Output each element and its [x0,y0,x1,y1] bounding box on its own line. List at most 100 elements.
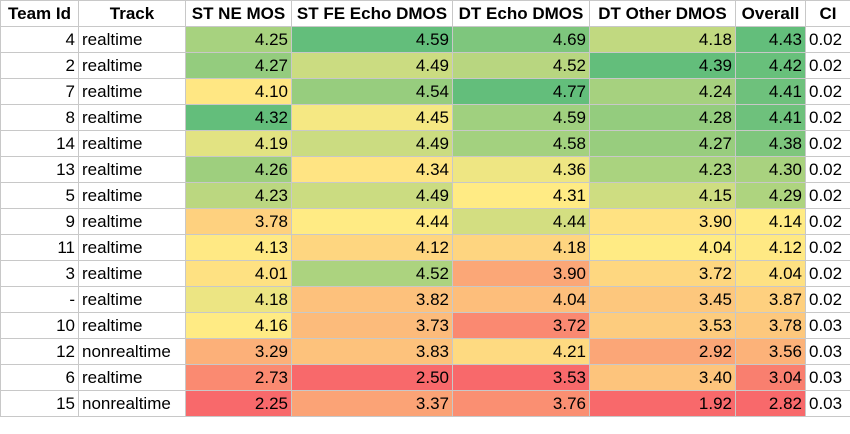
st-fe-echo-dmos-cell: 4.59 [291,26,453,53]
table-row: 13 realtime 4.26 4.34 4.36 4.23 4.30 0.02 [0,156,850,183]
dt-echo-dmos-cell: 4.52 [452,52,590,79]
ci-cell: 0.02 [805,286,850,313]
team-id-cell: 7 [0,78,79,105]
ci-cell: 0.02 [805,260,850,287]
team-id-cell: 11 [0,234,79,261]
st-fe-echo-dmos-cell: 2.50 [291,364,453,391]
track-cell: realtime [78,130,186,157]
header-ci: CI [805,0,850,27]
ci-cell: 0.03 [805,338,850,365]
team-id-cell: 9 [0,208,79,235]
dt-echo-dmos-cell: 3.90 [452,260,590,287]
overall-cell: 4.30 [735,156,806,183]
dt-other-dmos-cell: 4.27 [589,130,736,157]
dt-other-dmos-cell: 3.72 [589,260,736,287]
track-cell: nonrealtime [78,338,186,365]
dt-other-dmos-cell: 4.23 [589,156,736,183]
header-team-id: Team Id [0,0,79,27]
st-fe-echo-dmos-cell: 4.12 [291,234,453,261]
st-ne-mos-cell: 2.73 [185,364,292,391]
st-fe-echo-dmos-cell: 4.49 [291,130,453,157]
header-dt-other-dmos: DT Other DMOS [589,0,736,27]
overall-cell: 3.56 [735,338,806,365]
ci-cell: 0.02 [805,234,850,261]
header-st-ne-mos: ST NE MOS [185,0,292,27]
st-ne-mos-cell: 4.16 [185,312,292,339]
table-row: 15 nonrealtime 2.25 3.37 3.76 1.92 2.82 0.03 [0,390,850,417]
team-id-cell: 13 [0,156,79,183]
table-row: 12 nonrealtime 3.29 3.83 4.21 2.92 3.56 0.03 [0,338,850,365]
st-fe-echo-dmos-cell: 4.34 [291,156,453,183]
dt-echo-dmos-cell: 3.53 [452,364,590,391]
st-ne-mos-cell: 4.32 [185,104,292,131]
table-row: 6 realtime 2.73 2.50 3.53 3.40 3.04 0.03 [0,364,850,391]
header-overall: Overall [735,0,806,27]
team-id-cell: - [0,286,79,313]
dt-other-dmos-cell: 1.92 [589,390,736,417]
dt-other-dmos-cell: 4.18 [589,26,736,53]
dt-echo-dmos-cell: 4.59 [452,104,590,131]
header-st-fe-echo-dmos: ST FE Echo DMOS [291,0,453,27]
st-fe-echo-dmos-cell: 4.52 [291,260,453,287]
table-row: - realtime 4.18 3.82 4.04 3.45 3.87 0.02 [0,286,850,313]
table-row: 2 realtime 4.27 4.49 4.52 4.39 4.42 0.02 [0,52,850,79]
track-cell: realtime [78,364,186,391]
st-ne-mos-cell: 4.01 [185,260,292,287]
table-row: 3 realtime 4.01 4.52 3.90 3.72 4.04 0.02 [0,260,850,287]
team-id-cell: 2 [0,52,79,79]
header-track: Track [78,0,186,27]
header-row: Team Id Track ST NE MOS ST FE Echo DMOS … [0,0,850,27]
st-ne-mos-cell: 3.29 [185,338,292,365]
ci-cell: 0.02 [805,52,850,79]
ci-cell: 0.02 [805,104,850,131]
st-fe-echo-dmos-cell: 4.45 [291,104,453,131]
team-id-cell: 15 [0,390,79,417]
table-row: 9 realtime 3.78 4.44 4.44 3.90 4.14 0.02 [0,208,850,235]
dt-echo-dmos-cell: 4.69 [452,26,590,53]
st-ne-mos-cell: 4.23 [185,182,292,209]
overall-cell: 3.87 [735,286,806,313]
dt-echo-dmos-cell: 3.72 [452,312,590,339]
overall-cell: 4.14 [735,208,806,235]
st-fe-echo-dmos-cell: 4.49 [291,52,453,79]
st-fe-echo-dmos-cell: 3.82 [291,286,453,313]
dt-echo-dmos-cell: 4.18 [452,234,590,261]
st-ne-mos-cell: 3.78 [185,208,292,235]
ci-cell: 0.02 [805,208,850,235]
ci-cell: 0.02 [805,130,850,157]
dt-other-dmos-cell: 4.04 [589,234,736,261]
ci-cell: 0.03 [805,390,850,417]
team-id-cell: 4 [0,26,79,53]
dt-other-dmos-cell: 3.90 [589,208,736,235]
dt-echo-dmos-cell: 4.31 [452,182,590,209]
track-cell: realtime [78,78,186,105]
overall-cell: 3.78 [735,312,806,339]
table-row: 11 realtime 4.13 4.12 4.18 4.04 4.12 0.02 [0,234,850,261]
overall-cell: 4.12 [735,234,806,261]
ci-cell: 0.02 [805,26,850,53]
overall-cell: 4.41 [735,104,806,131]
table-row: 10 realtime 4.16 3.73 3.72 3.53 3.78 0.03 [0,312,850,339]
table-row: 4 realtime 4.25 4.59 4.69 4.18 4.43 0.02 [0,26,850,53]
team-id-cell: 6 [0,364,79,391]
table-row: 14 realtime 4.19 4.49 4.58 4.27 4.38 0.02 [0,130,850,157]
dt-other-dmos-cell: 4.39 [589,52,736,79]
track-cell: realtime [78,26,186,53]
st-fe-echo-dmos-cell: 4.49 [291,182,453,209]
st-ne-mos-cell: 4.26 [185,156,292,183]
st-ne-mos-cell: 4.27 [185,52,292,79]
ci-cell: 0.02 [805,182,850,209]
overall-cell: 3.04 [735,364,806,391]
st-fe-echo-dmos-cell: 4.54 [291,78,453,105]
track-cell: realtime [78,156,186,183]
dt-other-dmos-cell: 2.92 [589,338,736,365]
dt-echo-dmos-cell: 4.58 [452,130,590,157]
overall-cell: 4.41 [735,78,806,105]
team-id-cell: 8 [0,104,79,131]
overall-cell: 2.82 [735,390,806,417]
team-id-cell: 5 [0,182,79,209]
overall-cell: 4.04 [735,260,806,287]
dt-other-dmos-cell: 3.53 [589,312,736,339]
team-id-cell: 3 [0,260,79,287]
track-cell: realtime [78,260,186,287]
